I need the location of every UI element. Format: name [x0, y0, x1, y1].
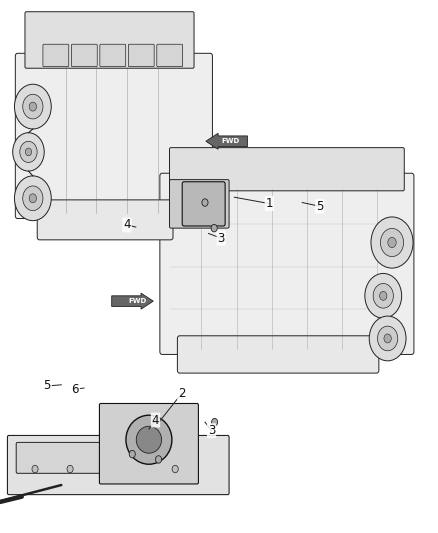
Text: 3: 3: [208, 424, 215, 437]
Circle shape: [381, 229, 403, 256]
Circle shape: [365, 273, 402, 318]
Circle shape: [155, 456, 162, 463]
FancyArrow shape: [206, 133, 247, 149]
Circle shape: [172, 465, 178, 473]
Circle shape: [369, 316, 406, 361]
Text: 5: 5: [44, 379, 51, 392]
Text: FWD: FWD: [128, 298, 146, 304]
Text: 4: 4: [123, 219, 131, 231]
Circle shape: [211, 224, 217, 232]
FancyBboxPatch shape: [160, 173, 414, 354]
FancyBboxPatch shape: [157, 44, 183, 67]
Circle shape: [371, 217, 413, 268]
Circle shape: [388, 237, 396, 248]
FancyBboxPatch shape: [7, 435, 229, 495]
FancyBboxPatch shape: [170, 148, 404, 191]
Text: 1: 1: [265, 197, 273, 210]
Circle shape: [29, 194, 36, 203]
Circle shape: [384, 334, 391, 343]
Circle shape: [14, 84, 51, 129]
FancyBboxPatch shape: [37, 200, 173, 240]
Circle shape: [23, 186, 43, 211]
Circle shape: [29, 102, 36, 111]
Circle shape: [20, 141, 37, 163]
FancyBboxPatch shape: [15, 53, 212, 219]
FancyArrow shape: [112, 293, 153, 309]
Circle shape: [212, 418, 218, 426]
Circle shape: [67, 465, 73, 473]
FancyBboxPatch shape: [99, 403, 198, 484]
Circle shape: [13, 133, 44, 171]
Circle shape: [14, 176, 51, 221]
Text: 2: 2: [178, 387, 186, 400]
Text: 4: 4: [152, 414, 159, 426]
FancyBboxPatch shape: [182, 182, 225, 226]
Text: 3: 3: [218, 232, 225, 245]
Circle shape: [23, 94, 43, 119]
Circle shape: [373, 284, 393, 308]
FancyBboxPatch shape: [25, 12, 194, 68]
Circle shape: [378, 326, 398, 351]
Circle shape: [380, 292, 387, 300]
Text: FWD: FWD: [222, 138, 240, 144]
Circle shape: [129, 450, 135, 458]
Circle shape: [32, 465, 38, 473]
Text: 5: 5: [316, 200, 323, 213]
Circle shape: [202, 199, 208, 206]
Ellipse shape: [136, 426, 162, 453]
Text: 6: 6: [71, 383, 79, 395]
FancyBboxPatch shape: [71, 44, 97, 67]
FancyBboxPatch shape: [177, 336, 379, 373]
FancyBboxPatch shape: [100, 44, 126, 67]
FancyBboxPatch shape: [170, 180, 229, 228]
FancyBboxPatch shape: [128, 44, 154, 67]
FancyBboxPatch shape: [43, 44, 69, 67]
Circle shape: [25, 148, 32, 156]
FancyBboxPatch shape: [16, 442, 194, 473]
Ellipse shape: [126, 415, 172, 464]
